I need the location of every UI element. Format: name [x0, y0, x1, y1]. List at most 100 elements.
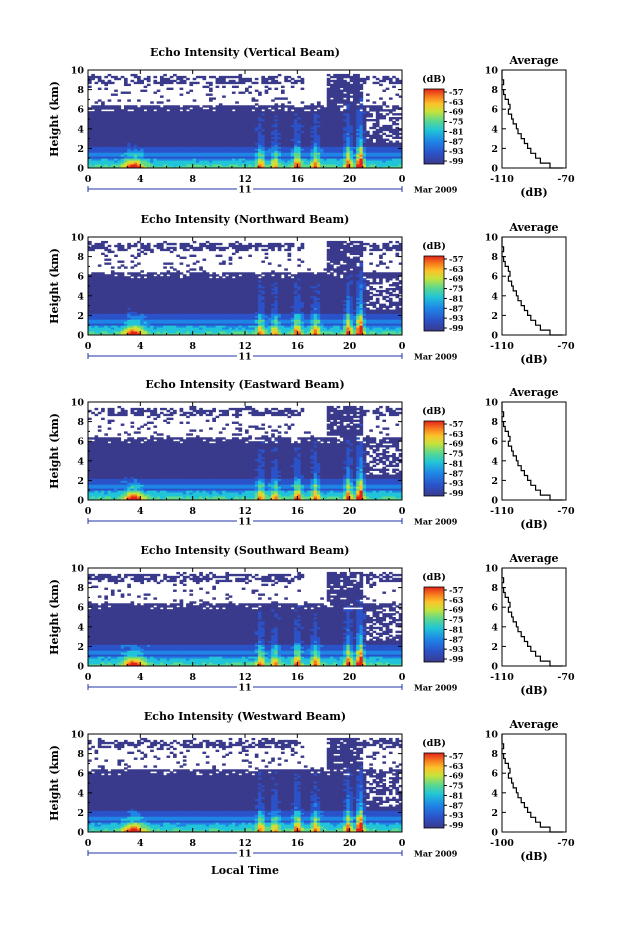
heatmap-cell [117, 162, 122, 165]
heatmap-cell [248, 164, 252, 167]
heatmap-cell [349, 103, 354, 106]
heatmap-cell [362, 107, 367, 110]
heatmap-cell [123, 144, 128, 147]
heatmap-cell [218, 75, 223, 79]
heatmap-cell [202, 154, 207, 157]
heatmap-cell [140, 79, 144, 83]
heatmap-cell [159, 126, 164, 130]
heatmap-cell [169, 130, 174, 134]
heatmap-cell [202, 152, 207, 155]
heatmap-cell [159, 75, 164, 79]
heatmap-cell [94, 152, 99, 155]
heatmap-cell [218, 142, 223, 145]
heatmap-cell [218, 109, 223, 112]
heatmap-cell [343, 150, 347, 153]
heatmap-cell [163, 150, 167, 153]
heatmap-cell [362, 79, 367, 83]
heatmap-cell [179, 75, 184, 79]
heatmap-cell [284, 146, 288, 149]
heatmap-cell [212, 138, 216, 141]
heatmap-cell [241, 144, 246, 147]
heatmap-cell [316, 124, 321, 128]
heatmap-cell [333, 166, 337, 169]
heatmap-cell [104, 240, 109, 244]
heatmap-cell [307, 115, 311, 118]
heatmap-cell [343, 85, 347, 89]
heatmap-cell [179, 156, 184, 159]
heatmap-cell [382, 140, 387, 143]
heatmap-cell [212, 144, 216, 147]
heatmap-cell [150, 101, 154, 104]
heatmap-cell [320, 144, 324, 147]
heatmap-cell [169, 272, 174, 275]
heatmap-cell [300, 142, 305, 145]
heatmap-cell [133, 128, 138, 132]
heatmap-cell [375, 158, 380, 161]
heatmap-cell [303, 154, 308, 157]
heatmap-cell [199, 132, 203, 136]
heatmap-cell [195, 146, 200, 149]
heatmap-cell [349, 130, 354, 134]
heatmap-cell [146, 107, 151, 110]
heatmap-cell [343, 79, 347, 83]
heatmap-cell [176, 109, 180, 112]
heatmap-cell [169, 134, 174, 138]
heatmap-cell [133, 162, 138, 165]
heatmap-cell [88, 124, 92, 128]
heatmap-cell [231, 126, 236, 130]
heatmap-cell [372, 119, 377, 122]
heatmap-cell [261, 107, 266, 110]
heatmap-cell [153, 160, 158, 163]
heatmap-cell [212, 164, 216, 167]
heatmap-cell [173, 146, 177, 149]
heatmap-cell [326, 105, 331, 108]
heatmap-cell [323, 160, 328, 163]
heatmap-cell [307, 144, 311, 147]
heatmap-cell [179, 164, 184, 167]
heatmap-cell [320, 158, 324, 161]
heatmap-cell [316, 128, 321, 132]
heatmap-cell [326, 124, 331, 128]
heatmap-cell [297, 124, 301, 128]
heatmap-cell [339, 124, 344, 128]
heatmap-cell [140, 270, 144, 273]
heatmap-cell [264, 152, 269, 155]
heatmap-cell [235, 122, 239, 126]
heatmap-cell [359, 79, 364, 83]
heatmap-cell [169, 152, 174, 155]
heatmap-cell [280, 89, 285, 92]
heatmap-cell [372, 109, 377, 112]
heatmap-cell [94, 162, 99, 165]
heatmap-cell [156, 124, 161, 128]
heatmap-cell [261, 162, 266, 165]
heatmap-cell [110, 150, 115, 153]
heatmap-cell [91, 132, 95, 136]
heatmap-cell [143, 162, 148, 165]
heatmap-cell [280, 148, 285, 151]
heatmap-cell [274, 79, 279, 83]
heatmap-cell [284, 122, 288, 126]
heatmap-cell [388, 117, 393, 120]
heatmap-cell [182, 109, 187, 112]
heatmap-cell [209, 278, 213, 281]
heatmap-cell [143, 85, 148, 89]
heatmap-cell [169, 87, 174, 90]
heatmap-cell [238, 154, 243, 157]
heatmap-cell [163, 148, 167, 151]
heatmap-cell [284, 79, 288, 83]
heatmap-cell [258, 150, 262, 153]
heatmap-cell [143, 166, 148, 169]
heatmap-cell [195, 162, 200, 165]
heatmap-cell [163, 109, 167, 112]
heatmap-cell [179, 278, 184, 281]
panel-title: Echo Intensity (Vertical Beam) [150, 46, 340, 59]
heatmap-cell [277, 113, 282, 116]
heatmap-cell [316, 152, 321, 155]
heatmap-cell [362, 105, 367, 108]
heatmap-cell [323, 140, 328, 143]
heatmap-cell [238, 73, 243, 77]
heatmap-cell [254, 146, 259, 149]
heatmap-cell [179, 81, 184, 85]
heatmap-cell [156, 89, 161, 92]
heatmap-cell [290, 105, 295, 108]
